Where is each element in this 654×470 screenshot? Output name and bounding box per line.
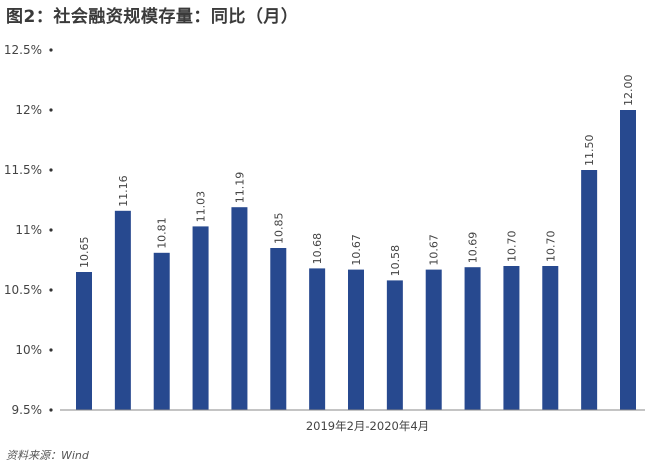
data-label: 11.50 [583,135,596,167]
y-tick-mark [49,288,53,292]
bar [309,268,326,410]
y-tick-mark [49,48,53,52]
y-tick-mark [49,168,53,172]
bar [503,266,520,410]
y-tick-label: 10% [15,343,42,357]
data-label: 10.69 [467,232,480,264]
bar [114,210,131,410]
bar [76,272,92,410]
data-label: 10.81 [156,217,169,249]
chart-title: 图2：社会融资规模存量：同比（月） [6,7,299,27]
data-label: 10.68 [311,233,324,265]
y-tick-label: 11% [15,223,42,237]
data-label: 10.70 [505,231,518,263]
data-label: 10.70 [544,231,557,263]
bar [386,280,403,410]
y-tick-mark [49,348,53,352]
y-tick-mark [49,228,53,232]
y-tick-label: 10.5% [4,283,42,297]
data-label: 11.19 [233,172,246,204]
bar [231,207,248,410]
bars [76,110,636,410]
bar [192,226,209,410]
y-tick-label: 11.5% [4,163,42,177]
data-label: 10.85 [272,213,285,245]
data-label: 11.16 [117,175,130,207]
data-label: 10.65 [78,237,91,269]
bar [620,110,636,410]
source-note: 资料来源：Wind [6,449,89,462]
y-tick-label: 12.5% [4,43,42,57]
bar [425,269,442,410]
data-label: 12.00 [622,75,635,107]
y-tick-label: 9.5% [12,403,43,417]
x-axis-label: 2019年2月-2020年4月 [306,419,429,433]
bar [348,269,364,410]
bar [153,252,170,410]
data-label: 11.03 [195,191,208,223]
bar [581,170,598,410]
data-label: 10.67 [350,234,363,266]
y-tick-mark [49,408,53,412]
bar [464,267,481,410]
data-labels: 10.65 11.16 10.81 11.03 11.19 10.85 10.68 10.67… [78,75,635,277]
y-tick-mark [49,108,53,112]
y-tick-label: 12% [15,103,42,117]
data-label: 10.67 [428,234,441,266]
bar [542,266,559,410]
bar [270,248,287,410]
data-label: 10.58 [389,245,402,277]
y-axis: 9.5% 10% 10.5% 11% 11.5% 12% 12.5% [4,43,53,417]
